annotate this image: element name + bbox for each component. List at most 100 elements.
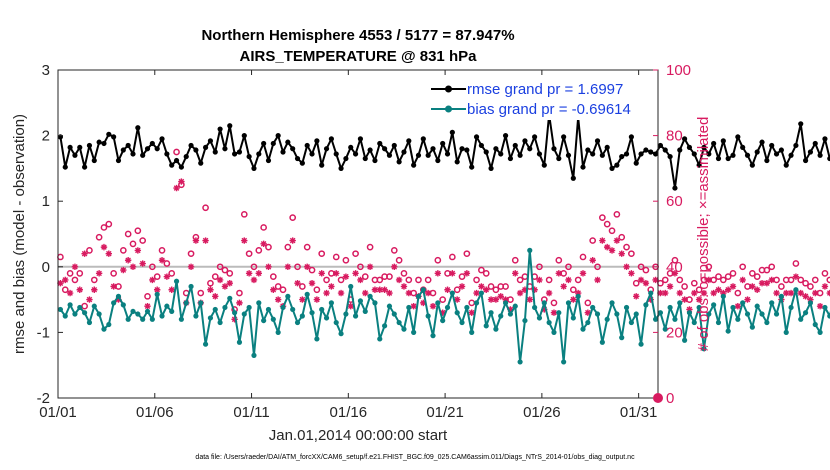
obs-possible-point xyxy=(705,263,713,271)
obs-assimilated-point xyxy=(429,302,437,310)
y-right-tick-label: 80 xyxy=(666,128,683,145)
bias-point xyxy=(565,300,572,306)
obs-possible-point xyxy=(603,220,611,228)
rmse-point xyxy=(633,160,639,166)
rmse-point xyxy=(672,185,678,191)
rmse-point xyxy=(207,138,214,144)
x-tick-label: 01/06 xyxy=(136,404,174,421)
obs-possible-point xyxy=(153,273,161,280)
rmse-point xyxy=(532,134,538,140)
obs-assimilated-point xyxy=(468,309,475,316)
obs-assimilated-point xyxy=(826,289,830,297)
obs-possible-point xyxy=(361,273,369,280)
bias-point xyxy=(686,310,693,316)
obs-possible-point xyxy=(236,289,243,297)
bias-point xyxy=(96,311,102,317)
y-left-tick-label: -2 xyxy=(37,390,50,407)
bias-point xyxy=(744,311,751,317)
bias-point xyxy=(599,339,605,345)
obs-assimilated-point xyxy=(57,280,64,287)
obs-possible-point xyxy=(802,279,809,287)
rmse-point xyxy=(802,157,809,164)
bias-point xyxy=(391,311,397,317)
bias-point xyxy=(183,300,189,306)
obs-possible-point xyxy=(274,283,282,290)
obs-assimilated-point xyxy=(478,283,485,290)
obs-assimilated-point xyxy=(313,296,321,303)
obs-assimilated-point xyxy=(492,296,500,303)
obs-assimilated-point xyxy=(812,289,819,297)
rmse-point xyxy=(590,151,596,157)
obs-assimilated-point xyxy=(565,276,572,284)
rmse-point xyxy=(67,144,73,151)
rmse-point xyxy=(536,151,543,157)
rmse-point xyxy=(159,136,165,142)
rmse-point xyxy=(744,152,751,158)
obs-possible-point xyxy=(628,250,635,258)
rmse-point xyxy=(319,162,325,168)
bias-point xyxy=(822,304,828,311)
obs-assimilated-point xyxy=(473,289,480,297)
obs-assimilated-point xyxy=(613,237,621,244)
rmse-point xyxy=(749,162,755,168)
bias-point xyxy=(522,317,528,324)
rmse-point xyxy=(638,151,644,157)
bias-point xyxy=(633,311,639,317)
obs-possible-point xyxy=(187,250,195,258)
obs-possible-point xyxy=(719,276,727,284)
obs-assimilated-point xyxy=(299,296,306,303)
bias-point xyxy=(473,300,480,306)
obs-possible-point xyxy=(299,283,306,290)
rmse-point xyxy=(478,142,484,149)
obs-possible-point xyxy=(821,270,829,277)
rmse-point xyxy=(352,151,359,157)
obs-possible-point xyxy=(289,214,297,221)
bias-point xyxy=(812,321,818,328)
obs-possible-point xyxy=(439,296,447,303)
bias-point xyxy=(435,300,441,306)
obs-possible-point xyxy=(202,204,209,212)
obs-possible-point xyxy=(807,283,814,290)
obs-possible-point xyxy=(594,263,601,271)
rmse-point xyxy=(236,149,243,155)
rmse-point xyxy=(348,144,354,151)
obs-assimilated-point xyxy=(642,280,650,287)
obs-assimilated-point xyxy=(681,296,688,303)
obs-possible-point xyxy=(715,273,722,280)
bias-point xyxy=(164,303,170,309)
rmse-point xyxy=(425,152,431,158)
rmse-point xyxy=(682,136,688,142)
rmse-point xyxy=(788,152,794,158)
obs-possible-point xyxy=(482,270,490,277)
obs-possible-point xyxy=(149,263,156,271)
obs-assimilated-point xyxy=(323,289,330,297)
bias-point xyxy=(783,329,789,335)
obs-assimilated-point xyxy=(110,283,117,290)
obs-possible-point xyxy=(269,273,277,280)
obs-assimilated-point xyxy=(758,280,766,287)
obs-possible-point xyxy=(739,263,747,271)
obs-possible-point xyxy=(308,266,316,274)
bias-point xyxy=(130,308,136,315)
obs-assimilated-point xyxy=(662,289,669,297)
obs-assimilated-point xyxy=(391,263,398,270)
legend-marker-rmse xyxy=(445,85,452,93)
x-tick-label: 01/26 xyxy=(523,404,561,421)
obs-possible-point xyxy=(245,250,253,258)
rmse-point xyxy=(643,147,649,153)
obs-assimilated-point xyxy=(144,302,151,310)
bias-point xyxy=(246,304,252,311)
rmse-point xyxy=(430,146,436,152)
bias-point xyxy=(290,306,296,313)
rmse-point xyxy=(115,157,122,164)
obs-assimilated-point xyxy=(792,273,800,280)
obs-assimilated-point xyxy=(420,299,427,307)
rmse-point xyxy=(333,151,339,157)
obs-assimilated-point xyxy=(212,293,219,300)
rmse-point xyxy=(406,138,412,144)
rmse-point xyxy=(769,142,775,149)
obs-assimilated-point xyxy=(134,247,142,254)
obs-assimilated-point xyxy=(637,276,645,284)
rmse-point xyxy=(599,152,605,158)
obs-assimilated-point xyxy=(599,237,606,244)
